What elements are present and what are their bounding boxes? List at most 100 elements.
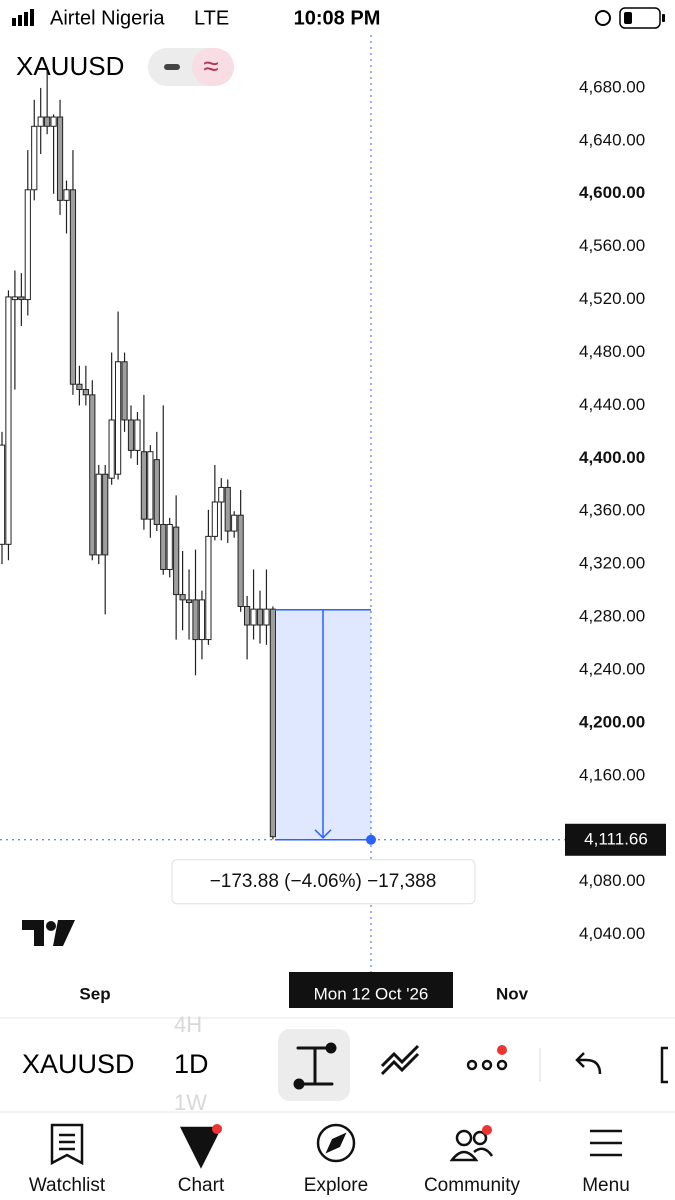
nav-label[interactable]: Explore — [304, 1175, 368, 1196]
candle-body — [250, 608, 257, 626]
x-label: Nov — [496, 984, 529, 1003]
measure-label: −173.88 (−4.06%) −17,388 — [210, 871, 437, 892]
interval-below: 1W — [174, 1090, 207, 1115]
candle-body — [237, 514, 244, 607]
candle-body — [179, 594, 186, 601]
candle-body — [192, 599, 199, 641]
measure-arrowhead — [314, 829, 332, 839]
badge — [482, 1125, 492, 1135]
y-tick-label: 4,280.00 — [579, 607, 645, 626]
badge — [497, 1045, 507, 1055]
candle-body — [121, 361, 128, 421]
candle-body — [37, 116, 44, 127]
y-tick-label: 4,400.00 — [579, 448, 645, 467]
candle-body — [11, 296, 18, 301]
candle-body — [231, 514, 238, 532]
candle-body — [205, 535, 212, 641]
candle-body — [108, 419, 115, 479]
candle-body — [115, 361, 122, 475]
nav-bar: Watchlist Chart Explore Community Menu — [29, 1175, 630, 1196]
symbol-title: XAUUSD — [16, 51, 124, 81]
minus-icon — [164, 64, 180, 70]
candle-body — [31, 125, 38, 191]
candle-body — [134, 419, 141, 451]
candle-body — [256, 608, 264, 626]
candle-body — [82, 389, 89, 396]
candle-body — [89, 394, 96, 556]
candle-body — [44, 116, 51, 127]
draw-icon[interactable] — [380, 1044, 420, 1076]
candle-body — [185, 599, 193, 604]
candle-body — [24, 189, 31, 301]
candle-body — [69, 189, 77, 385]
y-tick-label: 4,560.00 — [579, 236, 645, 255]
candle-body — [0, 444, 6, 545]
signal-icon — [12, 9, 34, 26]
candle-body — [198, 599, 206, 641]
overlay: 4,111.66 −173.88 (−4.06%) −17,388 Sep Mon 1… — [0, 35, 666, 1008]
candle-body — [244, 605, 251, 626]
y-tick-label: 4,440.00 — [579, 395, 645, 414]
y-tick-label: 4,080.00 — [579, 871, 645, 890]
fullscreen-icon[interactable] — [660, 1046, 668, 1084]
candle-body — [63, 189, 70, 201]
tv-logo — [22, 920, 75, 946]
measure-label-box — [171, 859, 476, 905]
candle-body — [269, 608, 276, 838]
candle-body — [5, 296, 12, 545]
candle-body — [153, 459, 160, 525]
y-tick-label: 4,520.00 — [579, 289, 645, 308]
y-tick-label: 4,320.00 — [579, 554, 645, 573]
interval[interactable]: 1D — [174, 1049, 209, 1079]
nav-label[interactable]: Community — [424, 1175, 521, 1196]
nav-label[interactable]: Menu — [582, 1175, 630, 1196]
candle-body — [147, 451, 154, 520]
y-tick-label: 4,240.00 — [579, 659, 645, 678]
y-tick-label: 4,200.00 — [579, 712, 645, 731]
candle-body — [95, 473, 102, 556]
toolbar-symbol[interactable]: XAUUSD — [22, 1049, 135, 1079]
candles — [0, 70, 276, 840]
nav-icons — [50, 1123, 622, 1169]
y-tick-label: 4,160.00 — [579, 765, 645, 784]
interval-above: 4H — [174, 1012, 202, 1037]
y-tick-label: 4,360.00 — [579, 501, 645, 520]
y-tick-label: 4,600.00 — [579, 183, 645, 202]
candle-body — [18, 296, 25, 301]
candle-body — [127, 419, 135, 451]
wave-bg — [192, 48, 234, 86]
candle-body — [160, 523, 167, 570]
candle-body — [211, 501, 218, 537]
candle-body — [166, 523, 173, 570]
carrier: Airtel Nigeria — [50, 7, 165, 29]
badge — [212, 1124, 222, 1134]
candle-body — [50, 116, 57, 127]
wave-icon: ≈ — [203, 50, 218, 81]
y-tick-label: 4,480.00 — [579, 342, 645, 361]
crosshair-date-box — [289, 972, 453, 1008]
nav-label[interactable]: Chart — [178, 1175, 225, 1196]
candle-body — [102, 473, 109, 556]
grid: 4,680.00 4,640.00 4,600.00 4,560.00 4,520.00… — [579, 77, 645, 943]
nav-label[interactable]: Watchlist — [29, 1175, 106, 1196]
handle — [366, 834, 376, 845]
y-tick-label: 4,680.00 — [579, 77, 645, 96]
candle-body — [56, 116, 64, 201]
candle-body — [173, 526, 180, 596]
x-label: Sep — [79, 984, 110, 1003]
y-tick-label: 4,640.00 — [579, 130, 645, 149]
candle-body — [218, 486, 225, 503]
x-label: Mon 12 Oct '26 — [314, 984, 429, 1003]
y-tick-label: 4,040.00 — [579, 924, 645, 943]
last-price-box — [565, 823, 666, 856]
candle-body — [224, 486, 231, 532]
candle-body — [140, 451, 148, 520]
measure-icon — [293, 1042, 337, 1090]
last-price-label: 4,111.66 — [584, 829, 648, 848]
candle-body — [263, 608, 270, 626]
more-icon[interactable] — [466, 1059, 508, 1071]
undo-icon[interactable] — [575, 1052, 602, 1075]
clock: 10:08 PM — [294, 7, 381, 29]
